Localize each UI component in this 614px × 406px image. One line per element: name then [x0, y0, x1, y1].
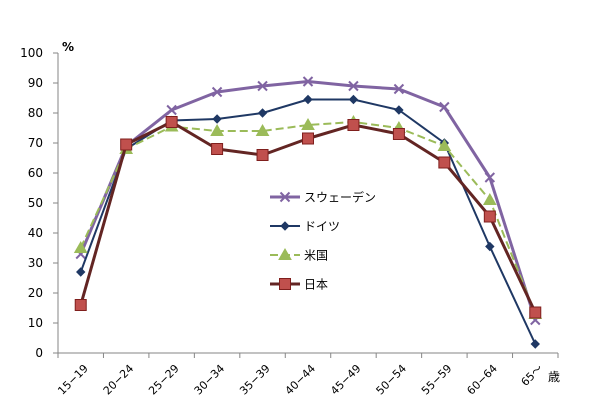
y-tick-label: 90 — [28, 76, 43, 90]
legend-label: ドイツ — [304, 220, 340, 234]
legend-item-1: ドイツ — [270, 220, 340, 234]
series-0-point — [484, 172, 496, 183]
x-tick-label: 15−19 — [55, 362, 91, 398]
series-2-point — [482, 192, 497, 205]
legend-swatch-marker — [279, 191, 291, 203]
x-tick-label: 65～ — [519, 362, 546, 389]
series-1-point — [76, 267, 86, 277]
y-unit-label: % — [62, 40, 74, 54]
series-3-point — [74, 299, 87, 311]
series-3-point — [392, 128, 405, 140]
legend-swatch-marker — [280, 221, 290, 231]
y-tick-label: 20 — [28, 286, 43, 300]
y-tick-label: 60 — [28, 166, 43, 180]
series-1-point — [257, 108, 268, 118]
series-2-point — [255, 123, 270, 136]
x-tick-label: 45−49 — [328, 362, 364, 398]
y-tick-label: 30 — [28, 256, 43, 270]
series-0-point — [439, 101, 450, 113]
series-2-point — [210, 123, 224, 136]
series-0 — [75, 76, 541, 326]
series-layer — [73, 76, 543, 349]
series-3-point — [302, 132, 314, 145]
series-3-point — [529, 306, 542, 319]
x-tick-label: 25−29 — [146, 362, 182, 398]
series-1-point — [394, 105, 404, 115]
series-1-point — [303, 94, 313, 105]
series-0-point — [393, 83, 405, 95]
x-tick-label: 20−24 — [101, 362, 137, 398]
series-2-line — [79, 121, 537, 315]
series-3-point — [347, 119, 360, 131]
series-1-point — [348, 94, 359, 105]
series-0-point — [257, 80, 268, 92]
series-2-point — [301, 117, 315, 130]
x-unit-label: 歳 — [548, 370, 560, 384]
series-2-point — [73, 240, 88, 253]
y-tick-label: 50 — [28, 196, 43, 210]
legend-item-3: 日本 — [270, 278, 328, 292]
x-tick-label: 50−54 — [374, 362, 410, 398]
series-0-point — [166, 104, 177, 116]
y-tick-label: 0 — [35, 346, 43, 360]
legend-swatch-marker — [278, 247, 292, 260]
series-3 — [74, 116, 542, 319]
series-0-point — [348, 80, 359, 92]
x-tick-label: 30−34 — [192, 362, 228, 398]
legend-swatch-marker — [279, 278, 291, 290]
series-3-point — [120, 138, 133, 151]
series-3-point — [211, 143, 224, 155]
series-1-point — [530, 339, 540, 349]
y-tick-label: 70 — [28, 136, 43, 150]
series-3-point — [165, 116, 178, 128]
y-tick-label: 80 — [28, 106, 43, 120]
y-tick-label: 40 — [28, 226, 43, 240]
legend-label: スウェーデン — [304, 190, 376, 205]
x-tick-label: 55−59 — [419, 362, 455, 398]
legend-label: 米国 — [304, 249, 328, 263]
legend-item-2: 米国 — [270, 247, 328, 263]
x-tick-label: 35−39 — [237, 362, 273, 398]
y-tick-label: 10 — [28, 316, 43, 330]
legend-item-0: スウェーデン — [270, 190, 376, 205]
legend-label: 日本 — [304, 278, 328, 292]
series-2-point — [437, 138, 452, 151]
series-3-point — [256, 149, 269, 161]
series-3-point — [483, 210, 496, 223]
series-0-point — [211, 86, 223, 98]
series-1-point — [212, 114, 222, 124]
x-tick-label: 40−44 — [283, 362, 319, 398]
series-1-point — [485, 241, 495, 252]
series-3-point — [438, 156, 451, 169]
series-0-point — [302, 76, 314, 87]
x-tick-label: 60−64 — [464, 362, 500, 398]
y-tick-label: 100 — [20, 46, 43, 60]
